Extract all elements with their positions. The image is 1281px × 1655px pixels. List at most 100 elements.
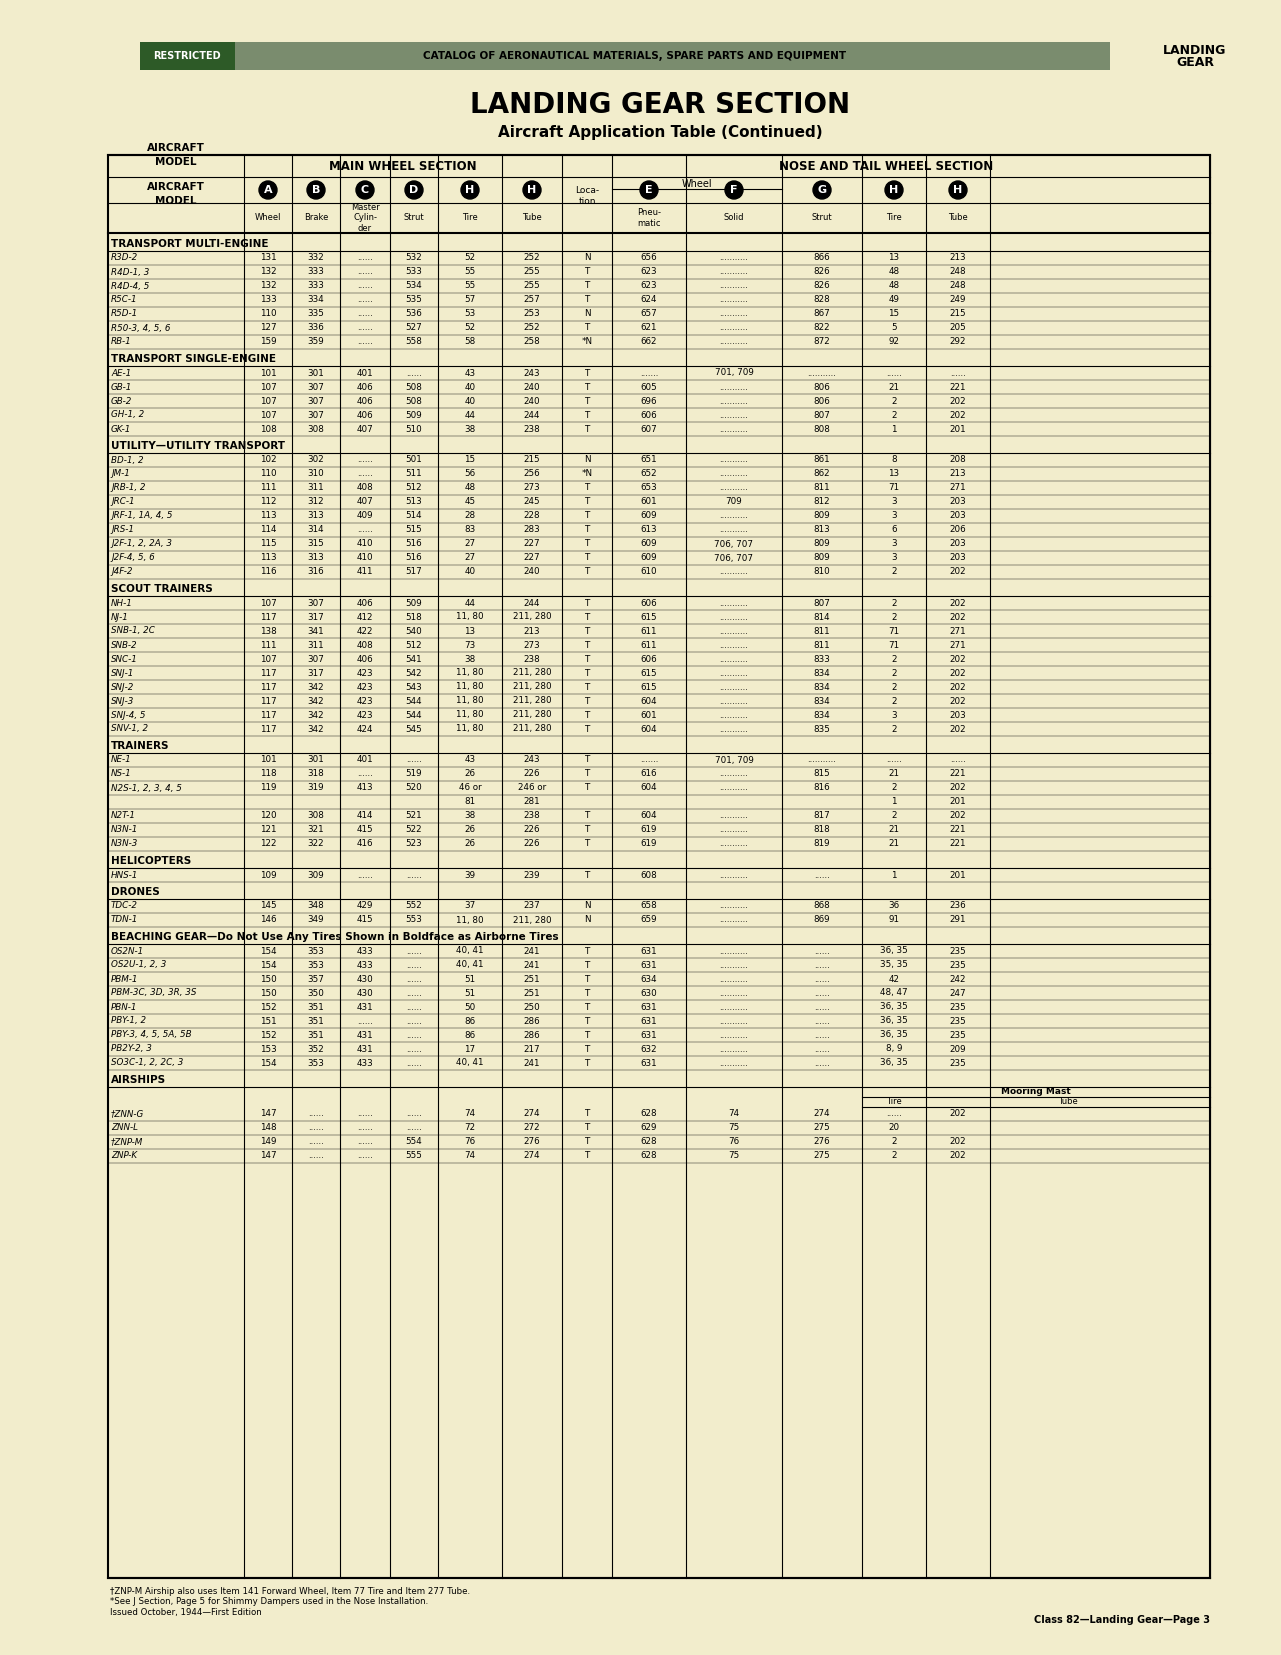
Text: 2: 2 [892,654,897,664]
Text: ......: ...... [951,755,966,765]
Text: 1: 1 [892,424,897,434]
Text: 48: 48 [465,483,475,493]
Text: N3N-3: N3N-3 [111,839,138,849]
Text: 251: 251 [524,975,541,983]
Text: 316: 316 [307,568,324,576]
Text: 3: 3 [892,540,897,548]
Text: T: T [584,627,589,636]
Text: 55: 55 [465,281,475,291]
Text: 36, 35: 36, 35 [880,1016,908,1026]
Text: T: T [584,697,589,705]
Text: 552: 552 [406,902,423,910]
Text: 423: 423 [356,682,373,692]
Text: ...........: ........... [720,599,748,607]
Text: 623: 623 [640,281,657,291]
Text: 11, 80: 11, 80 [456,697,484,705]
Text: 248: 248 [949,281,966,291]
Text: GB-2: GB-2 [111,397,132,405]
Text: SNB-2: SNB-2 [111,640,137,649]
Circle shape [405,180,423,199]
Text: 281: 281 [524,798,541,806]
Text: 807: 807 [813,599,830,607]
Text: Tire: Tire [886,1097,902,1107]
Text: 39: 39 [465,871,475,879]
Text: ......: ...... [886,755,902,765]
Circle shape [259,180,277,199]
Text: 833: 833 [813,654,830,664]
Text: 834: 834 [813,710,830,720]
Text: 515: 515 [406,526,423,535]
Text: ......: ...... [357,455,373,465]
Text: ......: ...... [886,369,902,377]
Text: 544: 544 [406,710,423,720]
Text: ...........: ........... [720,338,748,346]
Text: G: G [817,185,826,195]
Text: 133: 133 [260,296,277,305]
Text: ......: ...... [357,268,373,276]
Text: 38: 38 [465,811,475,821]
Text: ......: ...... [357,1152,373,1160]
Text: ......: ...... [357,1137,373,1147]
Text: ...........: ........... [720,725,748,733]
Text: 48, 47: 48, 47 [880,988,908,998]
Text: 813: 813 [813,526,830,535]
Text: 83: 83 [465,526,475,535]
Text: 243: 243 [524,369,541,377]
Text: 2: 2 [892,697,897,705]
Text: PBM-3C, 3D, 3R, 3S: PBM-3C, 3D, 3R, 3S [111,988,196,998]
Text: 208: 208 [949,455,966,465]
Text: Master
Cylin-
der: Master Cylin- der [351,204,379,233]
Text: †ZNN-G: †ZNN-G [111,1109,145,1119]
Circle shape [813,180,831,199]
Circle shape [885,180,903,199]
Text: B: B [311,185,320,195]
Text: 353: 353 [307,947,324,955]
Text: Pneu-
matic: Pneu- matic [637,209,661,228]
Text: 35, 35: 35, 35 [880,960,908,970]
Text: 706, 707: 706, 707 [715,540,753,548]
Text: 149: 149 [260,1137,277,1147]
Text: Issued October, 1944—First Edition: Issued October, 1944—First Edition [110,1609,261,1617]
Text: 152: 152 [260,1003,277,1011]
Text: ...........: ........... [720,1059,748,1067]
Text: ......: ...... [815,947,830,955]
Text: 611: 611 [640,627,657,636]
Text: LANDING GEAR SECTION: LANDING GEAR SECTION [470,91,851,119]
Text: 146: 146 [260,915,277,925]
Text: Brake: Brake [304,213,328,222]
Text: 307: 307 [307,397,324,405]
Text: 147: 147 [260,1152,277,1160]
Text: ...........: ........... [720,960,748,970]
Text: 541: 541 [406,654,423,664]
Text: GB-1: GB-1 [111,382,132,392]
Text: 628: 628 [640,1109,657,1119]
Text: 13: 13 [465,627,475,636]
Text: 251: 251 [524,988,541,998]
Text: T: T [584,424,589,434]
Text: 609: 609 [640,553,657,563]
Text: N2S-1, 2, 3, 4, 5: N2S-1, 2, 3, 4, 5 [111,783,182,793]
Text: 631: 631 [640,1003,657,1011]
Text: 213: 213 [949,253,966,263]
Text: 110: 110 [260,309,277,318]
Text: 202: 202 [949,410,966,419]
Text: 333: 333 [307,281,324,291]
Text: 652: 652 [640,470,657,478]
Text: 352: 352 [307,1044,324,1054]
Text: 423: 423 [356,710,373,720]
Text: T: T [584,568,589,576]
Text: 20: 20 [889,1124,899,1132]
Text: 3: 3 [892,498,897,506]
Text: 202: 202 [949,654,966,664]
Text: 113: 113 [260,511,277,521]
Text: 257: 257 [524,296,541,305]
Text: 554: 554 [406,1137,423,1147]
Text: 110: 110 [260,470,277,478]
Text: 814: 814 [813,612,830,622]
Text: ...........: ........... [720,826,748,834]
Text: 353: 353 [307,1059,324,1067]
Text: SNJ-1: SNJ-1 [111,669,135,677]
Text: 17: 17 [465,1044,475,1054]
Text: 621: 621 [640,323,657,333]
Text: 342: 342 [307,710,324,720]
